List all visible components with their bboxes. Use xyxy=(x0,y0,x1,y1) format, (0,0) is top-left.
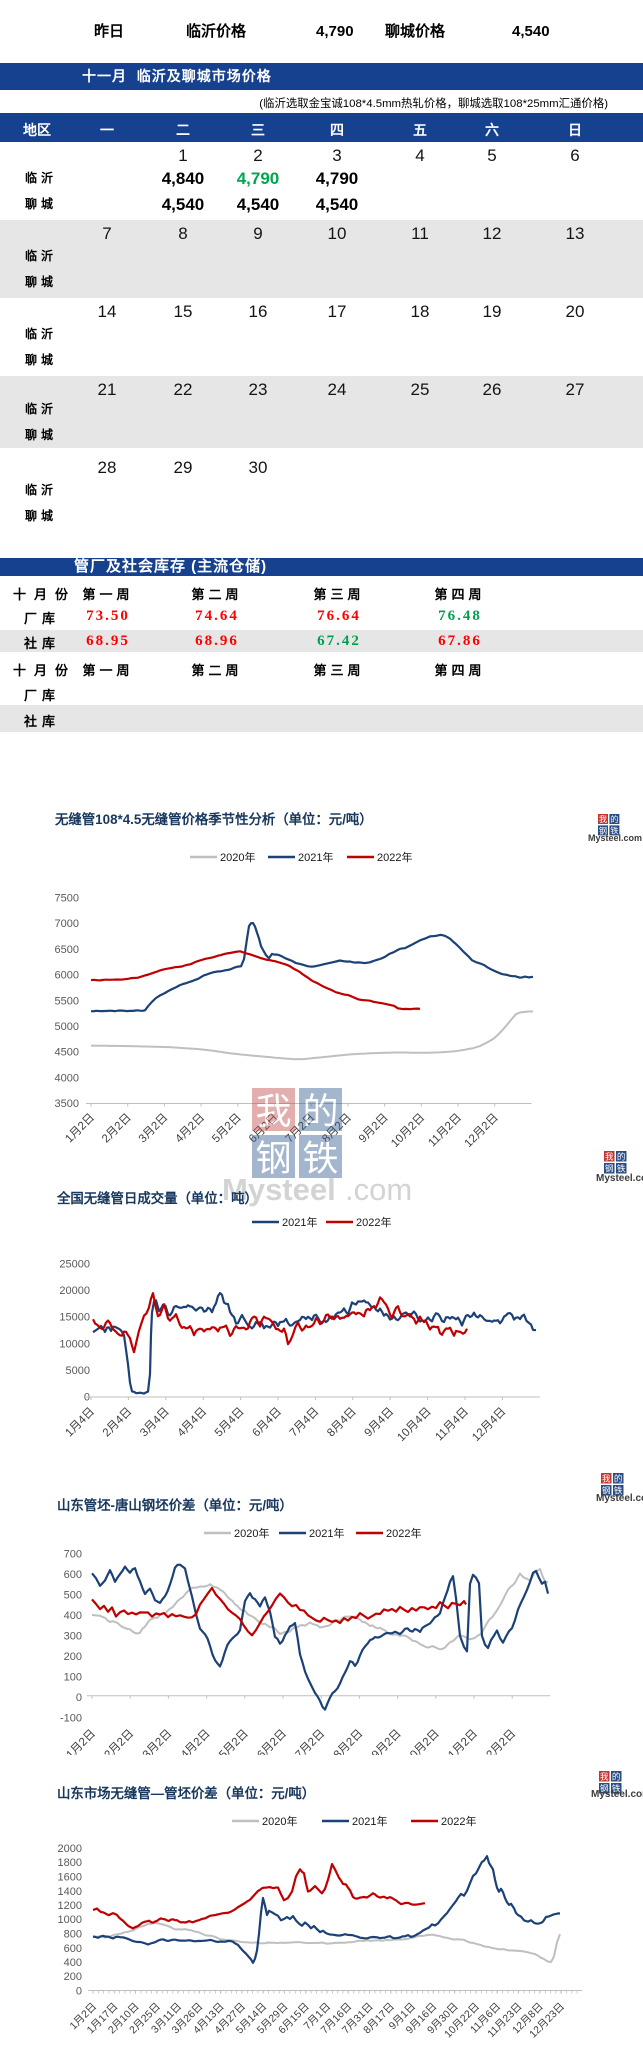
svg-text:Mysteel.com: Mysteel.com xyxy=(596,1173,643,1184)
svg-text:1200: 1200 xyxy=(58,1900,82,1912)
svg-text:3500: 3500 xyxy=(55,1098,79,1110)
svg-text:6月2日: 6月2日 xyxy=(255,1728,289,1755)
svg-text:无缝管108*4.5无缝管价格季节性分析（单位：元/吨）: 无缝管108*4.5无缝管价格季节性分析（单位：元/吨） xyxy=(54,811,373,827)
svg-text:-100: -100 xyxy=(60,1713,82,1725)
svg-text:8月2日: 8月2日 xyxy=(332,1728,366,1755)
svg-text:我: 我 xyxy=(599,814,607,824)
svg-text:.com: .com xyxy=(345,1172,412,1207)
svg-text:5000: 5000 xyxy=(55,1021,79,1033)
svg-text:500: 500 xyxy=(64,1590,82,1602)
svg-text:25000: 25000 xyxy=(59,1259,90,1271)
svg-text:的: 的 xyxy=(610,814,618,824)
svg-text:4000: 4000 xyxy=(55,1072,79,1084)
svg-text:2月4日: 2月4日 xyxy=(101,1406,135,1440)
svg-text:4500: 4500 xyxy=(55,1047,79,1059)
svg-text:5月4日: 5月4日 xyxy=(213,1406,247,1440)
svg-text:11月2日: 11月2日 xyxy=(442,1728,480,1755)
svg-text:0: 0 xyxy=(76,1692,82,1704)
svg-text:700: 700 xyxy=(64,1549,82,1561)
svg-text:2020年: 2020年 xyxy=(220,850,255,864)
svg-text:3月4日: 3月4日 xyxy=(138,1406,172,1440)
svg-text:我: 我 xyxy=(600,1772,609,1782)
svg-text:1月2日: 1月2日 xyxy=(64,1728,98,1755)
svg-text:5500: 5500 xyxy=(55,995,79,1007)
svg-text:600: 600 xyxy=(64,1943,82,1955)
svg-text:100: 100 xyxy=(64,1672,82,1684)
svg-text:钢: 钢 xyxy=(600,1783,609,1794)
svg-text:15000: 15000 xyxy=(59,1312,90,1324)
svg-text:1800: 1800 xyxy=(58,1857,82,1869)
svg-text:全国无缝管日成交量（单位：吨）: 全国无缝管日成交量（单位：吨） xyxy=(56,1190,258,1206)
svg-text:300: 300 xyxy=(64,1631,82,1643)
svg-text:10月4日: 10月4日 xyxy=(395,1406,433,1444)
svg-text:Mysteel.com: Mysteel.com xyxy=(596,1493,643,1504)
svg-text:1000: 1000 xyxy=(58,1914,82,1926)
svg-text:的: 的 xyxy=(617,1151,626,1162)
svg-text:Mysteel: Mysteel xyxy=(222,1172,336,1207)
svg-text:2022年: 2022年 xyxy=(356,1215,391,1229)
svg-text:我: 我 xyxy=(605,1152,614,1162)
svg-text:铁: 铁 xyxy=(614,1485,623,1496)
svg-text:2021年: 2021年 xyxy=(282,1215,317,1229)
svg-text:0: 0 xyxy=(76,1986,82,1998)
svg-text:8月4日: 8月4日 xyxy=(325,1406,359,1440)
svg-text:5月2日: 5月2日 xyxy=(217,1728,251,1755)
svg-text:12月2日: 12月2日 xyxy=(480,1728,518,1755)
svg-text:2020年: 2020年 xyxy=(234,1526,269,1540)
svg-text:铁: 铁 xyxy=(612,1783,621,1794)
svg-text:山东管坯-唐山钢坯价差（单位：元/吨）: 山东管坯-唐山钢坯价差（单位：元/吨） xyxy=(57,1497,293,1513)
svg-text:7月4日: 7月4日 xyxy=(288,1406,322,1440)
svg-text:铁: 铁 xyxy=(302,1138,338,1179)
svg-text:的: 的 xyxy=(612,1771,621,1782)
svg-text:200: 200 xyxy=(64,1651,82,1663)
svg-text:9月4日: 9月4日 xyxy=(363,1406,397,1440)
svg-text:4月2日: 4月2日 xyxy=(179,1728,213,1755)
svg-text:7500: 7500 xyxy=(55,893,79,905)
svg-text:Mysteel.com: Mysteel.com xyxy=(588,833,642,843)
svg-text:600: 600 xyxy=(64,1569,82,1581)
svg-text:钢: 钢 xyxy=(602,1485,611,1496)
svg-text:2月2日: 2月2日 xyxy=(103,1728,137,1755)
svg-text:我: 我 xyxy=(255,1091,291,1132)
svg-text:20000: 20000 xyxy=(59,1285,90,1297)
svg-text:10000: 10000 xyxy=(59,1338,90,1350)
svg-text:铁: 铁 xyxy=(610,826,618,836)
svg-text:钢: 钢 xyxy=(605,1163,614,1174)
svg-text:2022年: 2022年 xyxy=(386,1526,421,1540)
svg-text:我: 我 xyxy=(602,1474,611,1484)
svg-text:1600: 1600 xyxy=(58,1872,82,1884)
svg-text:9月2日: 9月2日 xyxy=(370,1728,404,1755)
svg-text:2021年: 2021年 xyxy=(298,850,333,864)
svg-text:铁: 铁 xyxy=(617,1163,626,1174)
svg-text:4月4日: 4月4日 xyxy=(176,1406,210,1440)
svg-text:10月2日: 10月2日 xyxy=(404,1728,442,1755)
svg-text:400: 400 xyxy=(64,1610,82,1622)
svg-text:2021年: 2021年 xyxy=(309,1526,344,1540)
svg-text:400: 400 xyxy=(64,1957,82,1969)
svg-text:2000: 2000 xyxy=(58,1843,82,1855)
svg-text:6000: 6000 xyxy=(55,970,79,982)
svg-text:800: 800 xyxy=(64,1929,82,1941)
svg-text:2022年: 2022年 xyxy=(441,1814,476,1828)
svg-text:7月2日: 7月2日 xyxy=(294,1728,328,1755)
svg-text:Mysteel.com: Mysteel.com xyxy=(591,1789,643,1800)
svg-text:200: 200 xyxy=(64,1971,82,1983)
svg-text:11月4日: 11月4日 xyxy=(433,1406,471,1444)
svg-text:2021年: 2021年 xyxy=(352,1814,387,1828)
svg-text:6500: 6500 xyxy=(55,944,79,956)
svg-text:的: 的 xyxy=(614,1473,623,1484)
svg-text:的: 的 xyxy=(302,1091,338,1132)
svg-text:山东市场无缝管—管坯价差（单位：元/吨）: 山东市场无缝管—管坯价差（单位：元/吨） xyxy=(57,1785,315,1801)
svg-text:钢: 钢 xyxy=(599,826,607,836)
svg-text:5000: 5000 xyxy=(66,1365,90,1377)
svg-text:6月4日: 6月4日 xyxy=(250,1406,284,1440)
svg-text:2020年: 2020年 xyxy=(262,1814,297,1828)
svg-text:3月2日: 3月2日 xyxy=(141,1728,175,1755)
svg-text:钢: 钢 xyxy=(255,1138,291,1179)
svg-text:12月4日: 12月4日 xyxy=(470,1406,508,1444)
svg-text:7000: 7000 xyxy=(55,918,79,930)
svg-text:2022年: 2022年 xyxy=(377,850,412,864)
svg-text:1400: 1400 xyxy=(58,1886,82,1898)
svg-text:1月4日: 1月4日 xyxy=(63,1406,97,1440)
